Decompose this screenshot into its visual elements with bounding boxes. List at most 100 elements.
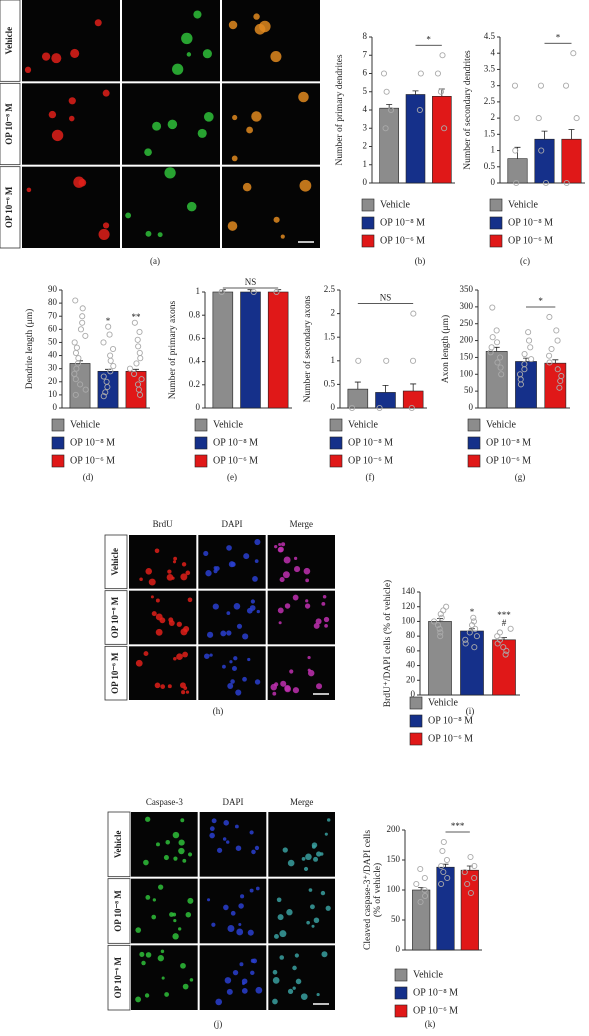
significance: * [106,316,111,326]
panel-label: (b) [415,256,426,266]
data-point [527,344,534,351]
cell [292,687,300,694]
legend-swatch [361,198,375,212]
y-tick-label: 2 [331,308,336,318]
cell [168,620,175,626]
cell [181,690,186,695]
cell [183,686,188,690]
y-tick-label: 0.5 [484,161,496,171]
cell [254,559,259,563]
y-tick-label: 100 [460,368,474,378]
legend-swatch [489,198,503,212]
y-axis-label: BrdU⁺/DAPI cells (% of vehicle) [382,580,393,707]
cell [235,845,242,851]
data-point [467,889,474,897]
data-point [75,355,82,362]
cell [202,49,212,59]
data-point [77,381,84,388]
cell [70,48,80,59]
legend-label: OP 10⁻⁶ M [70,455,115,466]
micrograph [199,812,267,877]
error-bar [382,384,389,393]
cell [242,182,252,192]
cell [172,560,177,564]
data-point [546,352,553,359]
data-point [487,349,494,356]
cell [240,894,245,899]
row-label: Vehicle [113,830,123,858]
data-point [434,70,441,77]
data-point [537,82,544,89]
cell [181,562,187,567]
data-point [525,329,532,336]
data-point [471,874,478,882]
legend-swatch [329,436,343,450]
column-header: Caspase-3 [146,797,183,807]
micrograph [268,812,335,877]
cell [145,952,152,958]
bracket-label: * [426,34,431,44]
legend-label: Vehicle [380,199,411,210]
data-point [100,373,107,380]
cell [180,573,188,581]
data-point [102,389,109,396]
y-tick-label: 0 [469,402,474,412]
cell [241,982,246,986]
data-point [387,106,395,114]
bar [379,107,399,184]
cell [320,890,326,896]
data-point [410,357,417,364]
data-point [444,874,451,882]
legend-label: OP 10⁻⁶ M [508,235,553,246]
cell [176,653,183,661]
cell [277,547,284,553]
data-point [500,644,507,651]
y-tick-label: 2.5 [324,284,336,294]
data-point [408,404,415,412]
cell [68,115,75,122]
column-header: DAPI [222,797,243,807]
cell [160,949,165,954]
data-point [138,376,145,383]
cell [230,910,236,916]
y-tick-label: 150 [460,351,474,361]
cell [41,52,51,61]
cell [236,623,243,629]
data-point [73,344,80,351]
y-tick-label: 2.5 [484,96,496,106]
cell [250,599,255,604]
data-point [131,319,138,326]
data-point [417,865,424,873]
data-point [436,625,443,632]
error-bar [568,129,575,140]
data-point [517,381,524,388]
y-tick-label: 0.5 [324,378,336,388]
data-point [461,868,468,876]
cell [228,20,238,30]
data-point [498,371,505,378]
cell [282,571,290,579]
cell [254,679,261,685]
legend-swatch [394,968,408,982]
cell [307,669,315,677]
y-tick-label: 20 [406,674,416,684]
cell [145,895,151,900]
cell [193,10,202,19]
column-header: Merge [290,797,313,807]
y-tick-label: 1 [491,145,496,155]
y-tick-label: 60 [406,645,416,655]
cell [180,628,188,636]
data-point [136,328,143,336]
error-bar [386,104,393,109]
data-point [72,391,79,398]
data-point [521,366,528,373]
data-point [438,880,445,888]
significance: # [502,618,507,628]
cell [157,232,163,238]
y-tick-label: 0.8 [189,309,201,319]
data-point [100,393,107,400]
data-point [441,125,448,132]
data-point [71,339,78,346]
error-bar [552,359,559,364]
data-point [137,355,144,362]
